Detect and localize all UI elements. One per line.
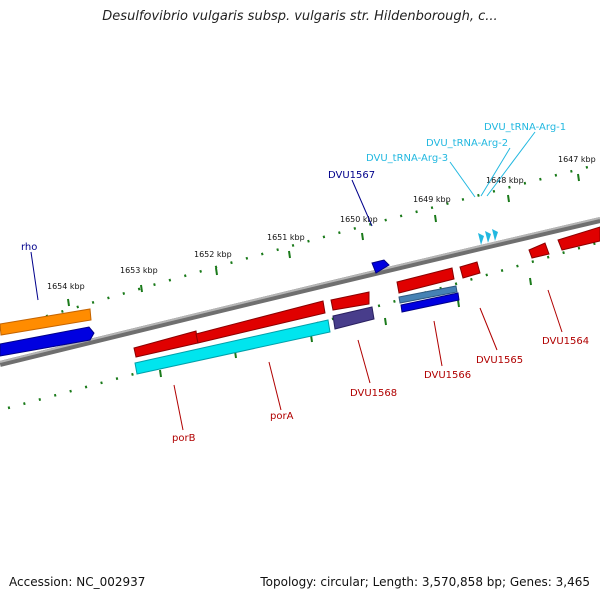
scale-label-1647: 1647 kbp: [558, 155, 596, 164]
gene-rho[interactable]: [0, 308, 92, 336]
gene-dvu1568[interactable]: [330, 291, 370, 311]
gene-label-porb: porB: [172, 433, 196, 444]
genome-backbone: [0, 217, 600, 367]
scale-label-1654: 1654 kbp: [47, 282, 85, 291]
genome-summary-text: Topology: circular; Length: 3,570,858 bp…: [260, 575, 590, 589]
gene-label-dvu1568: DVU1568: [350, 388, 397, 399]
gene-dvu1563-partial[interactable]: [557, 226, 600, 251]
gene-dvu1566-blue[interactable]: [400, 292, 460, 313]
gene-label-trna-arg-2: DVU_tRNA-Arg-2: [426, 138, 508, 149]
gene-label-trna-arg-3: DVU_tRNA-Arg-3: [366, 153, 448, 164]
gene-label-dvu1564: DVU1564: [542, 336, 589, 347]
gene-dvu1565[interactable]: [459, 261, 481, 279]
scale-label-1649: 1649 kbp: [413, 195, 451, 204]
gene-dvu1568-slate[interactable]: [332, 306, 375, 330]
scale-label-1651: 1651 kbp: [267, 233, 305, 242]
upper-scale-arc: [0, 162, 600, 332]
scale-label-1648: 1648 kbp: [486, 176, 524, 185]
label-leader-lines: [30, 131, 563, 431]
gene-dvu1566[interactable]: [396, 267, 455, 294]
gene-label-dvu1565: DVU1565: [476, 355, 523, 366]
map-title: Desulfovibrio vulgaris subsp. vulgaris s…: [102, 9, 498, 24]
gene-rho-blue-strand[interactable]: [0, 326, 95, 357]
gene-label-pora: porA: [270, 411, 294, 422]
scale-label-1652: 1652 kbp: [194, 250, 232, 259]
scale-label-1650: 1650 kbp: [340, 215, 378, 224]
gene-dvu1564[interactable]: [528, 242, 550, 259]
gene-trna-arg-3[interactable]: [478, 233, 484, 245]
gene-label-rho: rho: [21, 242, 37, 253]
gene-dvu1566-steel[interactable]: [398, 285, 458, 304]
gene-dvu1567[interactable]: [371, 259, 390, 274]
gene-pora[interactable]: [195, 300, 326, 344]
gene-label-dvu1567: DVU1567: [328, 170, 375, 181]
gene-porb-cyan[interactable]: [134, 319, 331, 375]
accession-text: Accession: NC_002937: [9, 575, 146, 589]
gene-label-dvu1566: DVU1566: [424, 370, 471, 381]
scale-label-1653: 1653 kbp: [120, 266, 158, 275]
gene-label-trna-arg-1: DVU_tRNA-Arg-1: [484, 122, 566, 133]
gene-trna-arg-1[interactable]: [492, 229, 498, 241]
gene-trna-arg-2[interactable]: [485, 231, 491, 243]
